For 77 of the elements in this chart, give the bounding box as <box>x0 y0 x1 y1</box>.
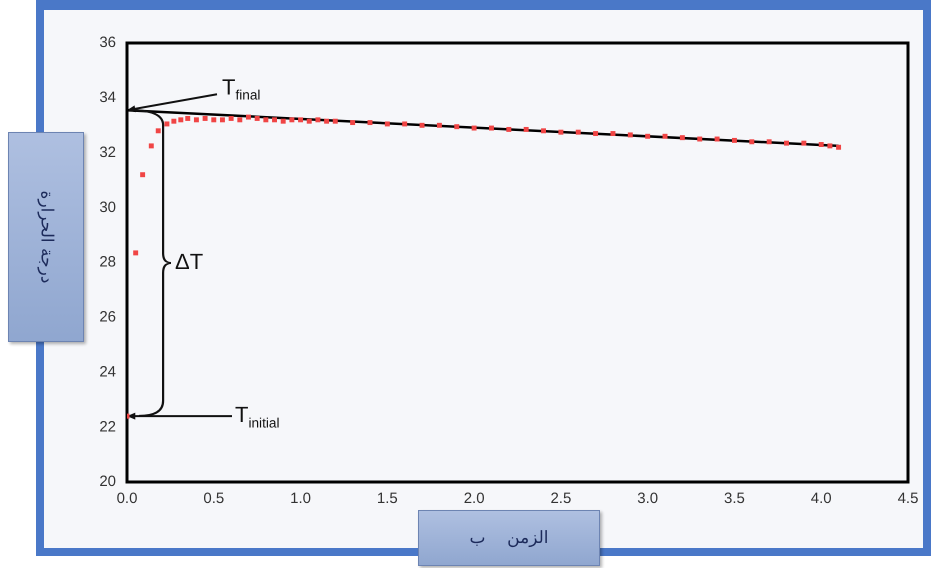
point <box>402 121 408 126</box>
x-tick-label: 3.5 <box>724 490 745 508</box>
point <box>576 130 581 135</box>
y-tick-label: 22 <box>99 418 116 436</box>
y-axis-title: درجة الحرارة <box>36 190 56 284</box>
point <box>324 118 330 124</box>
point <box>140 172 146 178</box>
point <box>827 143 832 148</box>
point <box>171 118 176 124</box>
point <box>384 121 390 126</box>
point <box>289 117 294 122</box>
point <box>133 250 138 256</box>
point <box>436 122 442 128</box>
point <box>263 117 268 122</box>
x-tick-label: 2.0 <box>464 490 485 508</box>
y-tick-label: 36 <box>99 34 116 52</box>
x-tick-label: 3.0 <box>637 490 658 508</box>
y-tick-label: 24 <box>99 363 116 380</box>
point <box>697 136 702 142</box>
point <box>202 116 208 121</box>
point <box>766 139 772 144</box>
annotation: ΔT <box>175 249 204 276</box>
point <box>836 144 842 150</box>
point <box>194 117 199 122</box>
point <box>246 114 251 120</box>
point <box>332 118 338 124</box>
point <box>541 128 546 134</box>
x-axis-title: الزمن ب <box>418 510 600 566</box>
point <box>558 130 564 135</box>
point <box>148 143 154 148</box>
x-tick-label: 0.0 <box>116 490 138 508</box>
point <box>628 132 633 138</box>
point <box>593 131 598 136</box>
point <box>610 131 616 136</box>
point <box>156 128 161 134</box>
x-tick-label: 2.5 <box>550 490 572 508</box>
point <box>714 136 720 142</box>
point <box>272 117 277 122</box>
x-tick-label: 0.5 <box>203 490 224 508</box>
point <box>680 135 685 140</box>
y-tick-label: 32 <box>99 144 116 161</box>
y-tick-label: 28 <box>99 254 116 271</box>
point <box>306 118 312 124</box>
point <box>645 134 650 139</box>
point <box>211 117 216 122</box>
point <box>228 116 234 121</box>
point <box>662 134 668 139</box>
point <box>732 138 737 143</box>
point <box>164 121 170 126</box>
point <box>185 116 190 121</box>
point <box>818 142 824 147</box>
point <box>178 117 184 122</box>
x-tick-label: 1.5 <box>376 490 398 508</box>
point <box>506 126 512 132</box>
point <box>488 126 494 131</box>
point <box>454 124 460 130</box>
x-tick-label: 4.5 <box>898 490 918 508</box>
point <box>801 140 806 146</box>
point <box>315 117 320 122</box>
y-tick-label: 34 <box>99 89 116 106</box>
point <box>368 120 372 126</box>
point <box>220 117 225 122</box>
x-tick-label: 1.0 <box>290 490 311 508</box>
point <box>472 126 477 131</box>
point <box>298 117 304 122</box>
y-tick-label: 26 <box>99 308 116 326</box>
point <box>350 120 356 126</box>
point <box>784 140 789 146</box>
point <box>237 117 242 122</box>
y-tick-label: 20 <box>99 473 116 490</box>
point <box>749 139 754 144</box>
point <box>524 126 529 132</box>
point <box>420 122 425 128</box>
point <box>254 116 260 121</box>
x-tick-label: 4.0 <box>810 490 832 508</box>
y-tick-label: 30 <box>99 198 116 216</box>
point <box>280 118 286 124</box>
